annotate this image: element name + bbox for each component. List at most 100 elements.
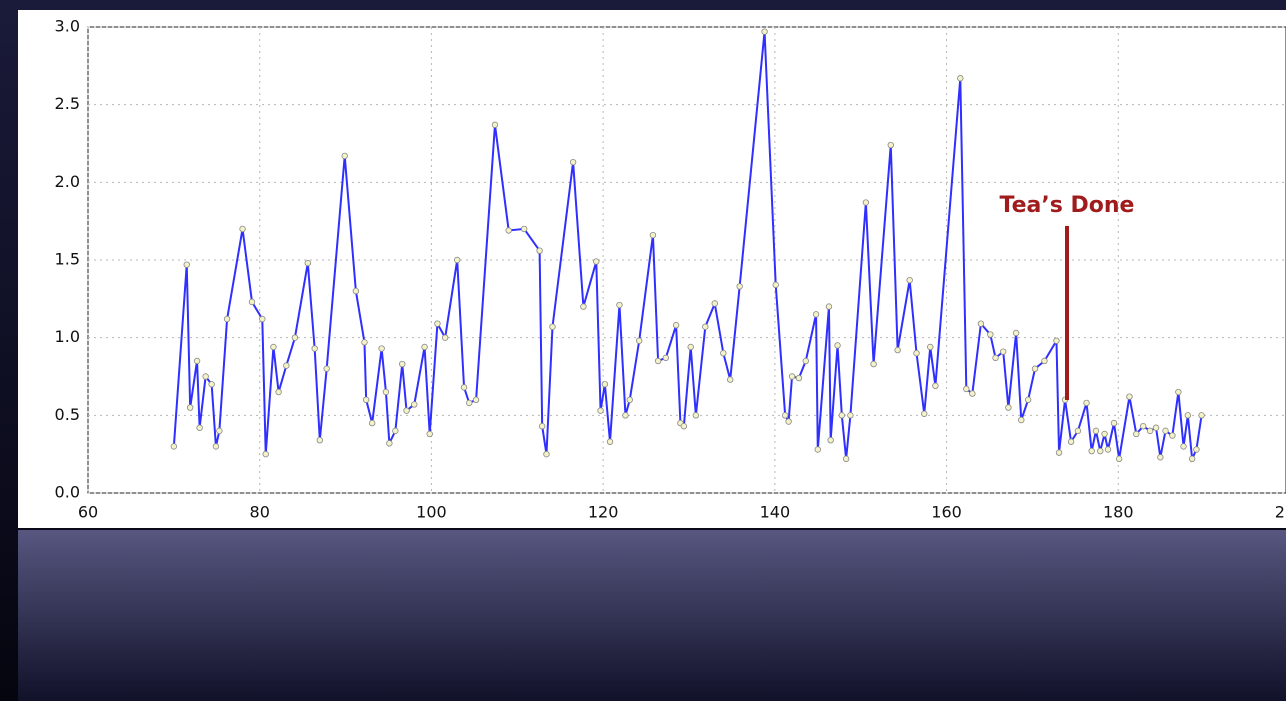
data-point <box>441 334 449 341</box>
data-point <box>248 298 256 306</box>
y-tick-label: 3.0 <box>55 17 80 36</box>
data-point <box>1133 430 1140 438</box>
data-point <box>1101 430 1108 438</box>
data-point <box>291 334 299 341</box>
data-point <box>1092 427 1100 435</box>
data-point <box>1169 432 1176 439</box>
data-point <box>987 331 994 338</box>
data-point <box>186 404 194 411</box>
y-tick-label: 2.5 <box>55 94 80 113</box>
data-point <box>460 384 468 391</box>
data-point <box>781 412 789 419</box>
data-point <box>270 343 277 351</box>
data-point <box>341 152 348 160</box>
data-point <box>569 158 577 166</box>
data-point <box>1188 455 1196 463</box>
x-tick-label: 80 <box>250 503 270 522</box>
data-point <box>311 345 318 352</box>
data-point <box>275 388 282 396</box>
data-point <box>616 301 623 309</box>
data-point <box>1018 416 1025 424</box>
reflection <box>18 530 1286 701</box>
data-point <box>426 430 433 438</box>
data-point <box>927 343 934 351</box>
data-point <box>386 440 393 447</box>
data-point <box>216 427 223 435</box>
y-tick-label: 0.5 <box>55 405 80 424</box>
data-point <box>434 320 441 327</box>
data-point <box>193 357 201 365</box>
data-point <box>692 412 700 419</box>
data-point <box>202 373 209 380</box>
data-point <box>1024 396 1032 403</box>
data-point <box>1193 446 1200 453</box>
data-point <box>520 225 528 233</box>
y-tick-label: 0.0 <box>55 483 80 502</box>
data-point <box>1088 447 1095 455</box>
data-point <box>259 315 266 323</box>
data-point <box>887 141 894 149</box>
data-point <box>170 443 178 450</box>
annotation: Tea’s Done <box>1000 193 1135 218</box>
data-point <box>913 350 920 357</box>
data-point <box>702 323 709 330</box>
data-point <box>1031 365 1039 372</box>
data-point <box>720 350 727 357</box>
data-point <box>825 303 833 310</box>
data-point <box>870 360 877 368</box>
data-point <box>183 261 190 268</box>
data-point <box>362 396 370 403</box>
data-point <box>906 276 913 284</box>
data-point <box>352 287 360 295</box>
data-point <box>772 281 779 289</box>
data-point <box>593 258 600 265</box>
data-point <box>262 450 269 458</box>
x-tick-label: 140 <box>760 503 791 522</box>
data-point <box>727 376 734 383</box>
data-point <box>212 443 220 450</box>
y-tick-label: 1.5 <box>55 250 80 269</box>
data-point <box>969 390 976 397</box>
data-point <box>894 346 901 354</box>
x-tick-label: 60 <box>78 503 98 522</box>
data-point <box>788 373 796 380</box>
data-point <box>1126 393 1133 400</box>
data-point <box>1041 357 1048 365</box>
data-point <box>239 225 246 233</box>
data-point <box>466 399 473 407</box>
data-point <box>1115 455 1123 463</box>
data-point <box>963 385 970 393</box>
data-point <box>977 320 985 327</box>
data-point <box>957 75 964 82</box>
data-point <box>847 412 854 419</box>
data-point <box>785 418 792 425</box>
data-point <box>1104 446 1112 453</box>
data-line <box>172 31 1203 463</box>
data-point <box>834 342 841 349</box>
data-point <box>626 396 633 403</box>
data-point <box>538 423 546 430</box>
data-point <box>505 227 512 234</box>
chart-panel <box>18 10 1286 528</box>
data-point <box>606 438 614 445</box>
data-point <box>223 315 231 323</box>
data-point <box>761 28 768 35</box>
data-point <box>382 388 390 396</box>
data-point <box>453 256 461 264</box>
data-point <box>1180 443 1187 450</box>
data-point <box>1157 454 1164 461</box>
data-point <box>323 365 330 372</box>
data-point <box>932 382 939 390</box>
data-point <box>802 357 809 365</box>
data-point <box>304 259 311 267</box>
data-point <box>208 381 215 388</box>
data-point <box>654 357 662 365</box>
y-tick-label: 2.0 <box>55 172 80 191</box>
data-point <box>543 450 550 458</box>
data-point <box>1110 419 1118 427</box>
x-tick-label: 120 <box>588 503 619 522</box>
x-tick-label: 200 <box>1275 503 1286 522</box>
data-point <box>399 360 406 368</box>
data-point <box>1146 427 1154 435</box>
